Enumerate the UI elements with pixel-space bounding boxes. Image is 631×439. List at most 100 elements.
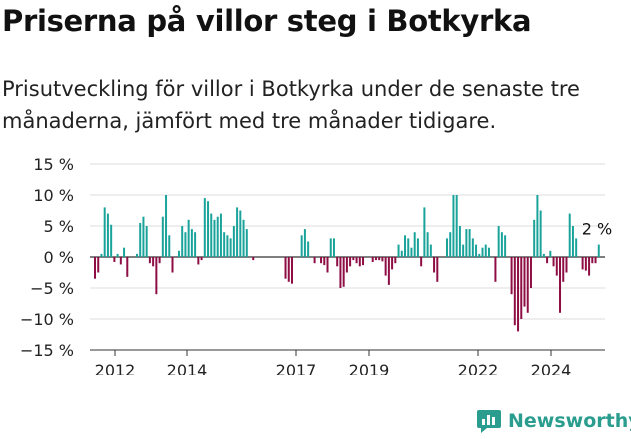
bar [436,257,439,282]
bar [562,257,565,282]
bar [303,229,306,257]
bar [197,257,200,265]
x-tick-label: 2024 [531,361,572,375]
bar [332,238,335,257]
bar [533,219,536,257]
bar [342,257,345,287]
bar [326,257,329,273]
bar [223,232,226,257]
bar [510,257,513,295]
bar [284,257,287,279]
bar [539,210,542,257]
bar [410,247,413,257]
bar [487,247,490,257]
y-tick-label: −15 % [20,341,74,360]
bar [597,244,600,257]
bar [465,229,468,257]
bar [523,257,526,307]
bar [116,253,119,257]
bar [94,257,96,279]
bar [242,219,245,257]
x-tick-label: 2022 [458,361,499,375]
bar [481,247,484,257]
bar [387,257,390,285]
bar [358,257,361,267]
bar [219,213,222,257]
bar [397,244,400,257]
y-tick-label: −5 % [30,279,74,298]
bar [378,257,381,261]
bar [236,207,239,257]
x-tick-label: 2012 [95,361,136,375]
brand-name: Newsworthy [508,410,631,432]
bar [478,253,481,257]
bar [362,257,365,266]
bar [374,257,377,261]
bar [429,244,432,257]
bar [517,257,520,332]
bar [462,244,465,257]
bar [445,238,448,257]
bar [504,235,507,257]
bar [555,257,558,276]
chart-title: Priserna på villor steg i Botkyrka [2,4,532,38]
bar [520,257,523,319]
bar [542,253,545,257]
bar [565,257,568,273]
bar [452,195,455,257]
bar [513,257,516,326]
x-tick-label: 2019 [349,361,390,375]
bar [416,238,419,257]
bar [381,257,384,262]
bar [213,219,216,257]
y-tick-label: 0 % [44,248,74,267]
bar [546,257,549,264]
bar [168,235,171,257]
bar [559,257,562,313]
last-value-label: 2 % [582,220,612,239]
bar [232,226,235,257]
bar [323,257,326,266]
x-tick-label: 2014 [167,361,208,375]
bar [404,235,407,257]
bar [148,257,151,264]
bar [194,232,197,257]
bar [571,226,574,257]
bar [391,257,394,270]
bar [103,207,106,257]
bar [239,210,242,257]
bar [423,207,426,257]
bar [155,257,158,295]
bar [526,257,529,313]
chart-subtitle: Prisutveckling för villor i Botkyrka und… [2,77,580,133]
bar [500,232,503,257]
bar [210,213,213,257]
bar [190,229,193,257]
bar [529,257,532,288]
bar [216,216,219,257]
bar [123,247,126,257]
bar [355,257,358,264]
bar [400,250,403,257]
bar [455,195,458,257]
newsworthy-logo-icon [477,410,501,433]
bar [110,224,113,257]
bar [226,235,229,257]
bar [142,216,145,257]
bar [145,226,148,257]
bar [203,198,206,257]
bar [100,253,103,257]
bar [165,195,168,257]
bar [329,238,332,257]
bar [320,257,323,264]
bar [475,244,478,257]
bar [177,250,180,257]
bar [468,229,471,257]
bar [552,257,555,267]
y-tick-label: −10 % [20,310,74,329]
bar [184,232,187,257]
bar [126,257,129,277]
bar [290,257,293,284]
bar [135,253,138,257]
bar [119,257,122,265]
